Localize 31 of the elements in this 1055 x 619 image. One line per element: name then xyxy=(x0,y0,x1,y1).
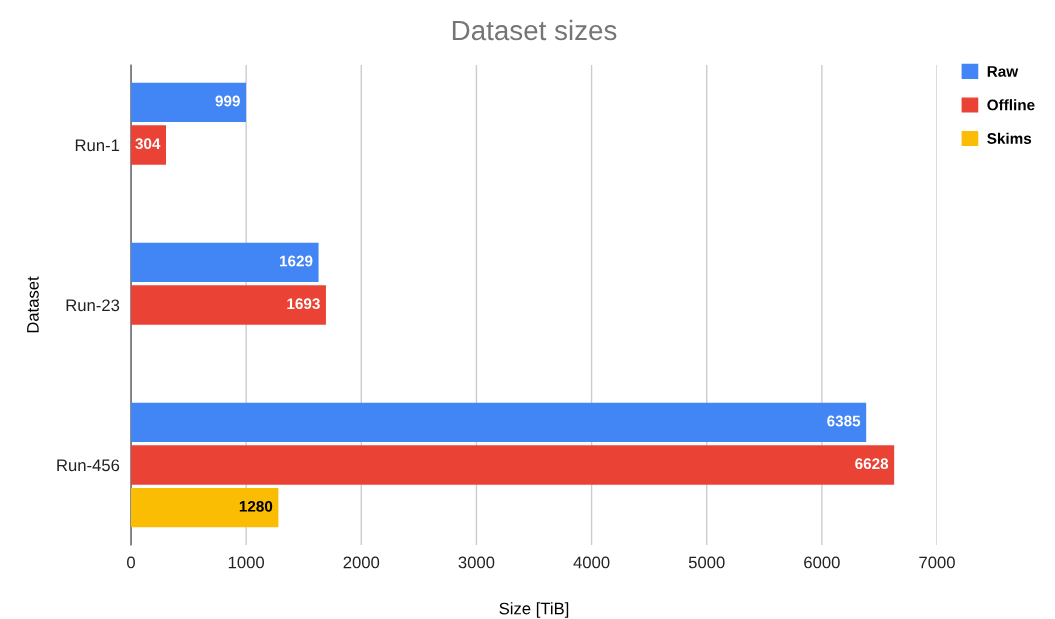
data-label: 1693 xyxy=(287,298,320,310)
bar xyxy=(131,445,895,485)
bar xyxy=(131,402,867,442)
y-axis-title: Dataset xyxy=(27,276,39,333)
x-tick-label: 2000 xyxy=(343,556,380,569)
legend-label: Offline xyxy=(987,99,1035,111)
bar xyxy=(131,242,319,282)
x-tick-label: 1000 xyxy=(228,556,265,569)
x-tick-label: 0 xyxy=(127,556,135,569)
bar xyxy=(131,82,247,122)
x-tick-label: 4000 xyxy=(573,556,610,569)
legend-label: Raw xyxy=(987,66,1019,77)
x-tick-label: 6000 xyxy=(804,556,840,569)
y-tick-label: Run-1 xyxy=(75,139,120,152)
x-tick-label: 3000 xyxy=(458,556,495,569)
legend-label: Skims xyxy=(987,132,1032,144)
data-label: 6628 xyxy=(855,458,889,470)
data-label: 1280 xyxy=(239,500,273,512)
data-label: 304 xyxy=(135,138,161,150)
data-label: 999 xyxy=(215,95,240,107)
y-tick-label: Run-456 xyxy=(57,459,120,472)
data-label: 6385 xyxy=(827,415,861,427)
y-tick-label: Run-23 xyxy=(66,299,120,312)
bar xyxy=(131,125,166,165)
chart-title: Dataset sizes xyxy=(452,19,617,41)
bar xyxy=(131,285,326,325)
x-tick-label: 7000 xyxy=(919,556,955,569)
x-tick-label: 5000 xyxy=(688,556,725,569)
bar xyxy=(131,488,279,528)
data-label: 1629 xyxy=(279,255,313,267)
x-axis-title: Size [TiB] xyxy=(499,602,569,618)
